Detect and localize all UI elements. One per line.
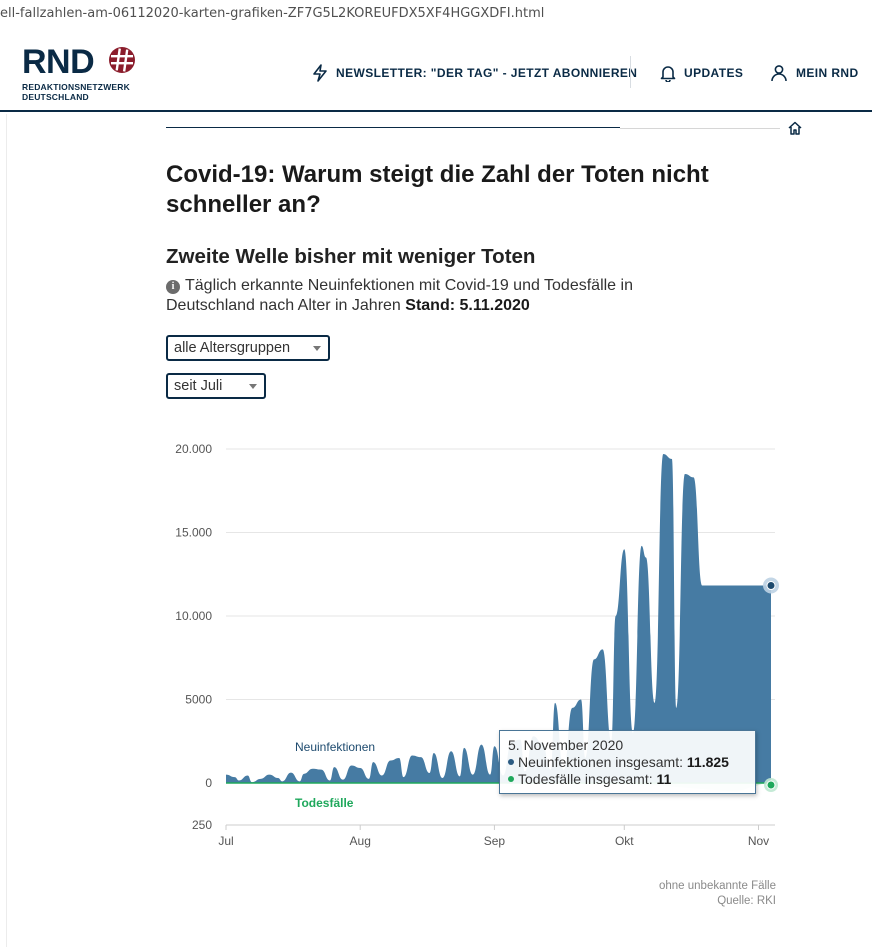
age-group-select[interactable]: alle Altersgruppen <box>166 335 330 361</box>
mein-rnd-button[interactable]: MEIN RND <box>770 62 859 84</box>
x-tick-label: Jul <box>218 834 233 848</box>
age-group-value: alle Altersgruppen <box>174 340 291 356</box>
breadcrumb-progress <box>166 127 620 128</box>
newsletter-link[interactable]: NEWSLETTER: "DER TAG" - JETZT ABONNIEREN <box>312 62 637 84</box>
infections-dot-icon <box>508 759 514 765</box>
x-tick-label: Nov <box>748 834 769 848</box>
highlight-point-todesfaelle <box>766 780 776 790</box>
tooltip-infections-value: 11.825 <box>686 754 729 770</box>
stand-date: Stand: 5.11.2020 <box>405 297 530 314</box>
chart-tooltip: 5. November 2020 Neuinfektionen insgesam… <box>499 730 756 794</box>
site-header: RND REDAKTIONSNETZWERK DEUTSCHLAND NEWSL… <box>0 32 872 112</box>
x-tick-label: Okt <box>615 834 634 848</box>
page-left-border <box>6 114 7 947</box>
home-icon[interactable] <box>787 120 803 136</box>
x-tick-label: Aug <box>350 834 371 848</box>
y-tick-label: 20.000 <box>175 442 212 456</box>
chart-description: i Täglich erkannte Neuinfektionen mit Cov… <box>166 276 726 316</box>
tooltip-date: 5. November 2020 <box>508 737 624 753</box>
series-label-todesfaelle: Todesfälle <box>295 796 354 810</box>
info-icon[interactable]: i <box>166 280 180 294</box>
tooltip-infections: Neuinfektionen insgesamt: 11.825 <box>508 754 755 771</box>
lightning-icon <box>313 64 327 82</box>
logo-subline-2: DEUTSCHLAND <box>22 92 89 102</box>
source-note: ohne unbekannte Fälle <box>658 880 776 892</box>
chevron-down-icon <box>313 346 321 351</box>
rnd-logo[interactable]: RND REDAKTIONSNETZWERK DEUTSCHLAND <box>22 42 142 102</box>
tooltip-infections-label: Neuinfektionen insgesamt: <box>518 754 683 770</box>
updates-button[interactable]: UPDATES <box>660 62 743 84</box>
chart-source: ohne unbekannte Fälle Quelle: RKI <box>659 879 776 909</box>
x-tick-label: Sep <box>484 834 506 848</box>
highlight-point-neuinfektionen <box>766 581 776 591</box>
chart-description-text: Täglich erkannte Neuinfektionen mit Covi… <box>166 277 633 314</box>
bell-icon <box>660 66 676 82</box>
deaths-dot-icon <box>508 776 514 782</box>
chevron-down-icon <box>249 384 257 389</box>
newsletter-label: NEWSLETTER: "DER TAG" - JETZT ABONNIEREN <box>336 66 638 80</box>
series-label-neuinfektionen: Neuinfektionen <box>295 740 375 754</box>
chart-heading: Zweite Welle bisher mit weniger Toten <box>166 245 536 268</box>
url-text[interactable]: ell-fallzahlen-am-06112020-karten-grafik… <box>0 6 545 21</box>
mein-rnd-label: MEIN RND <box>796 66 859 80</box>
tooltip-deaths: Todesfälle insgesamt: 11 <box>508 771 755 788</box>
tooltip-deaths-value: 11 <box>656 771 672 787</box>
user-icon <box>771 65 787 82</box>
logo-hash-icon <box>109 47 135 73</box>
y-tick-label: 10.000 <box>175 609 212 623</box>
period-select[interactable]: seit Juli <box>166 373 266 399</box>
logo-subline-1: REDAKTIONSNETZWERK <box>22 82 130 92</box>
updates-label: UPDATES <box>684 66 744 80</box>
nav-divider <box>630 56 631 88</box>
breadcrumb-track <box>620 128 780 129</box>
breadcrumb <box>166 120 806 138</box>
article-title: Covid-19: Warum steigt die Zahl der Tote… <box>166 161 709 218</box>
tooltip-deaths-label: Todesfälle insgesamt: <box>518 771 653 787</box>
period-value: seit Juli <box>174 378 223 394</box>
source-credit: Quelle: RKI <box>717 895 776 907</box>
logo-subline: REDAKTIONSNETZWERK DEUTSCHLAND <box>22 82 130 102</box>
logo-wordmark: RND <box>22 43 95 81</box>
y-tick-label: 5000 <box>185 693 212 707</box>
browser-url-bar[interactable]: ell-fallzahlen-am-06112020-karten-grafik… <box>0 0 872 32</box>
y-tick-label: 250 <box>192 818 212 832</box>
y-tick-label: 15.000 <box>175 526 212 540</box>
y-tick-label: 0 <box>205 776 212 790</box>
